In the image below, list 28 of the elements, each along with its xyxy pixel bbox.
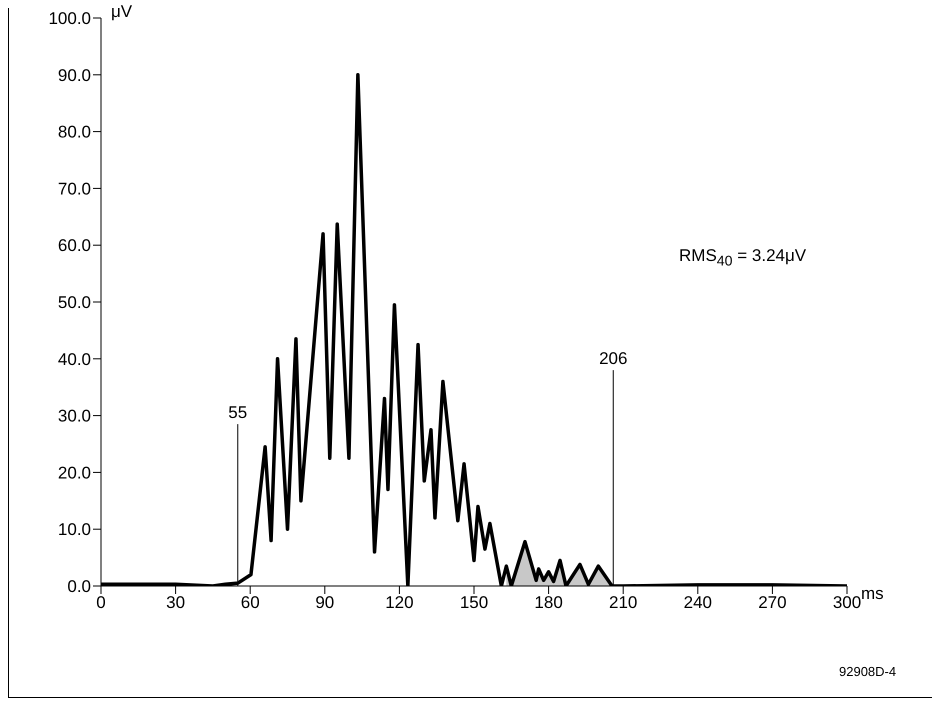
y-tick-label: 100.0 — [48, 9, 91, 28]
y-tick-label: 90.0 — [58, 66, 91, 85]
y-tick-label: 10.0 — [58, 520, 91, 540]
y-tick-label: 50.0 — [58, 293, 91, 312]
x-tick-label: 150 — [460, 593, 488, 612]
x-tick-label: 300 — [832, 593, 862, 612]
x-tick-label: 270 — [758, 593, 787, 612]
y-tick-label: 40.0 — [58, 350, 91, 369]
annotation: RMS$_{40}$ = 3.24μV — [679, 246, 806, 270]
y-tick-label: 70.0 — [58, 179, 91, 198]
x-tick-label: 60 — [240, 593, 260, 612]
ref-line-label: 206 — [599, 349, 628, 368]
x-tick-label: 120 — [385, 593, 414, 612]
x-tick-label: 210 — [609, 593, 638, 612]
x-axis-title: ms — [861, 584, 884, 604]
x-tick-label: 0 — [96, 593, 106, 612]
y-tick-label: 60.0 — [58, 236, 91, 256]
x-tick-label: 240 — [684, 593, 712, 612]
y-tick-label: 0.0 — [67, 577, 91, 596]
y-tick-label: 20.0 — [58, 463, 91, 482]
x-tick-label: 180 — [534, 593, 563, 612]
ref-line-label: 55 — [228, 403, 248, 422]
y-tick-label: 80.0 — [58, 122, 91, 142]
y-tick-label: 30.0 — [58, 406, 91, 426]
x-tick-label: 90 — [315, 593, 334, 612]
text: 92908D-4 — [839, 664, 896, 679]
x-tick-label: 30 — [166, 593, 186, 612]
y-axis-title: μV — [111, 2, 132, 22]
